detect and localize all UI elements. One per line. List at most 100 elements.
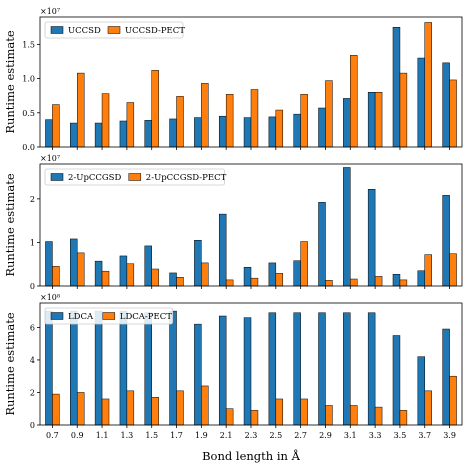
y-tick-label: 1.5 — [22, 40, 35, 49]
bar-a-3.3 — [367, 312, 376, 426]
bar-a-1.3 — [119, 120, 128, 148]
legend-swatch — [50, 312, 64, 320]
bar-b-0.9 — [76, 392, 85, 426]
bar-a-3.5 — [392, 273, 401, 287]
bar-a-3.9 — [442, 62, 450, 148]
bar-b-2.3 — [250, 410, 259, 426]
bar-b-3.1 — [350, 55, 358, 148]
bar-b-3.3 — [374, 276, 383, 287]
legend: UCCSD UCCSD-PECT — [44, 21, 185, 39]
bar-a-2.9 — [318, 202, 326, 287]
bar-a-3.3 — [367, 189, 376, 287]
bar-b-3.9 — [449, 253, 457, 287]
axis-multiplier: ×10⁸ — [40, 293, 60, 302]
bar-a-2.7 — [293, 312, 301, 426]
y-tick-label: 1.0 — [22, 75, 35, 84]
bar-a-3.1 — [343, 167, 351, 287]
y-axis-label: Runtime estimate — [3, 173, 17, 277]
x-tick-label: 3.3 — [369, 431, 382, 440]
bar-a-2.5 — [268, 262, 277, 287]
legend: 2-UpCCGSD 2-UpCCGSD-PECT — [44, 168, 227, 186]
legend-label: 2-UpCCGSD-PECT — [146, 173, 227, 183]
legend: LDCA LDCA-PECT — [44, 307, 173, 325]
bar-b-1.3 — [126, 263, 135, 287]
bar-a-1.9 — [194, 117, 202, 148]
bar-b-0.7 — [52, 393, 60, 426]
bar-a-1.7 — [169, 118, 177, 148]
bar-b-2.1 — [225, 94, 234, 148]
y-tick-label: 2 — [30, 195, 35, 204]
bar-b-1.1 — [101, 93, 110, 148]
bar-a-1.1 — [94, 122, 103, 148]
bar-b-1.7 — [176, 277, 184, 287]
legend-label: UCCSD-PECT — [125, 26, 185, 36]
bar-a-1.7 — [169, 272, 177, 287]
y-tick-label: 0.5 — [22, 109, 35, 118]
bar-b-2.9 — [325, 405, 333, 426]
bar-b-3.7 — [424, 390, 432, 426]
bar-b-2.5 — [275, 398, 284, 426]
bar-b-1.3 — [126, 102, 135, 148]
bar-b-2.7 — [300, 94, 308, 148]
y-tick-label: 0 — [30, 421, 35, 430]
bar-a-2.1 — [218, 115, 227, 148]
legend-label: LDCA-PECT — [120, 312, 172, 322]
bar-b-1.9 — [201, 262, 209, 287]
axis-multiplier: ×10⁷ — [40, 154, 60, 163]
bar-a-0.7 — [45, 310, 53, 426]
bar-b-1.1 — [101, 398, 110, 426]
bar-a-1.9 — [194, 323, 202, 426]
bar-a-2.9 — [318, 312, 326, 426]
legend-label: UCCSD — [68, 26, 101, 36]
x-tick-label: 1.3 — [121, 431, 134, 440]
bar-a-1.5 — [144, 312, 152, 426]
x-tick-label: 0.7 — [46, 431, 59, 440]
bar-a-1.7 — [169, 310, 177, 426]
x-tick-label: 1.7 — [170, 431, 183, 440]
bar-b-3.1 — [350, 278, 358, 287]
bar-a-2.3 — [243, 267, 252, 287]
bar-b-3.9 — [449, 375, 457, 426]
bar-b-2.7 — [300, 241, 308, 287]
bar-a-1.1 — [94, 260, 103, 287]
x-tick-label: 1.5 — [145, 431, 158, 440]
bar-a-3.7 — [417, 57, 426, 148]
bar-a-1.5 — [144, 120, 152, 148]
bar-b-3.7 — [424, 22, 432, 148]
bar-a-2.7 — [293, 113, 301, 148]
bar-a-2.7 — [293, 260, 301, 287]
bar-a-0.9 — [70, 238, 78, 287]
y-axis-label: Runtime estimate — [3, 312, 17, 416]
bar-b-3.9 — [449, 79, 457, 148]
bar-a-1.9 — [194, 240, 202, 287]
bar-b-0.7 — [52, 104, 60, 148]
bar-b-2.5 — [275, 273, 284, 287]
x-tick-label: 2.7 — [294, 431, 307, 440]
panel-3: 0 2 4 6 0.7 0.9 1.1 1.3 1.5 1.7 1.9 2.1 2.3 2.5 2.7 2.9… — [3, 293, 463, 440]
x-tick-label: 0.9 — [71, 431, 84, 440]
y-tick-label: 1 — [30, 238, 35, 247]
bar-b-2.3 — [250, 277, 259, 287]
x-tick-label: 2.3 — [245, 431, 258, 440]
bar-b-3.5 — [399, 410, 408, 426]
bar-a-1.3 — [119, 255, 128, 287]
bar-a-2.5 — [268, 116, 277, 148]
x-axis-label: Bond length in Å — [202, 449, 300, 463]
bar-a-2.5 — [268, 312, 277, 426]
bar-a-1.5 — [144, 245, 152, 287]
bar-b-3.5 — [399, 72, 408, 148]
bar-b-2.9 — [325, 80, 333, 148]
y-tick-label: 0 — [30, 282, 35, 291]
x-tick-label: 3.9 — [443, 431, 456, 440]
bar-b-1.7 — [176, 96, 184, 148]
bar-a-2.1 — [218, 213, 227, 287]
bar-a-3.1 — [343, 98, 351, 148]
bar-a-3.5 — [392, 335, 401, 426]
bar-b-3.5 — [399, 279, 408, 287]
bar-b-3.3 — [374, 92, 383, 148]
x-tick-label: 2.9 — [319, 431, 332, 440]
x-tick-label: 1.1 — [96, 431, 109, 440]
y-tick-label: 2 — [30, 388, 35, 397]
bar-b-2.1 — [225, 408, 234, 426]
